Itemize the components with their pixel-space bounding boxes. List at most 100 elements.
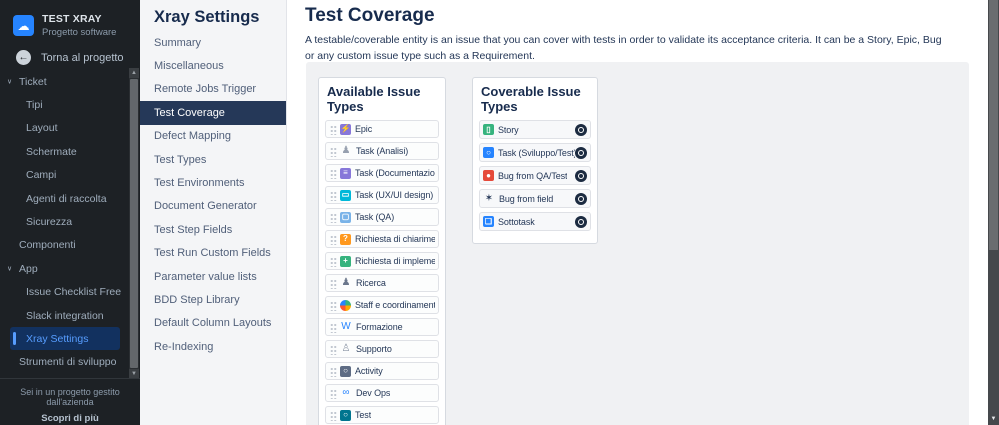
coverable-type-task-sviluppo-test[interactable]: ○ Task (Sviluppo/Test) [479,143,591,162]
page-scrollbar[interactable]: ▼ [988,0,999,425]
settings-item-label: Test Step Fields [154,223,233,236]
issue-type-epic[interactable]: ⚡ Epic [325,120,439,138]
drag-handle-icon[interactable] [330,321,337,333]
drag-handle-icon[interactable] [330,409,337,421]
issue-type-label: Task (Documentazione) [355,168,435,178]
issue-type-staff-e-coordinamento[interactable]: Staff e coordinamento [325,296,439,314]
settings-item-label: Parameter value lists [154,270,257,283]
drag-handle-icon[interactable] [330,145,337,157]
issue-type-formazione[interactable]: W Formazione [325,318,439,336]
issue-type-task-analisi[interactable]: ♟ Task (Analisi) [325,142,439,160]
settings-item-test-run-custom-fields[interactable]: Test Run Custom Fields [140,242,286,265]
remove-dot-icon [578,149,584,156]
issue-type-label: Richiesta di chiarimen... [355,234,435,244]
settings-item-parameter-value-lists[interactable]: Parameter value lists [140,265,286,288]
drag-handle-icon[interactable] [330,277,337,289]
sidebar-item-strumenti-di-sviluppo[interactable]: Strumenti di sviluppo [0,350,128,373]
drag-handle-icon[interactable] [330,189,337,201]
issue-type-dev-ops[interactable]: ∞ Dev Ops [325,384,439,402]
drag-handle-icon[interactable] [330,343,337,355]
footer-learn-more-link[interactable]: Scopri di più [41,413,99,424]
activity-icon: ○ [340,365,351,377]
drag-handle-icon[interactable] [330,299,337,311]
settings-item-remote-jobs-trigger[interactable]: Remote Jobs Trigger [140,78,286,101]
project-header[interactable]: ☁ TEST XRAY Progetto software [13,13,116,38]
coverable-type-sottotask[interactable]: ❏ Sottotask [479,212,591,231]
bug-field-icon: ✶ [484,192,494,204]
drag-handle-icon[interactable] [330,233,337,245]
sidebar-item-issue-checklist-free[interactable]: Issue Checklist Free [0,281,128,304]
sidebar-item-campi[interactable]: Campi [0,164,128,187]
settings-item-test-environments[interactable]: Test Environments [140,171,286,194]
sidebar-item-label: Issue Checklist Free [26,286,122,299]
sidebar-item-layout[interactable]: Layout [0,117,128,140]
sidebar-scrollbar-thumb[interactable] [130,79,138,368]
task-sviluppo-test-icon: ○ [483,147,494,158]
coverable-issue-types-list: ▯ Story ○ Task (Sviluppo/Test) ● Bug from QA/… [479,120,591,231]
remove-dot-icon [578,172,584,179]
drag-handle-icon[interactable] [330,365,337,377]
coverable-type-story[interactable]: ▯ Story [479,120,591,139]
sidebar-item-componenti[interactable]: Componenti [0,234,128,257]
sidebar-item-label: Slack integration [26,309,104,322]
settings-item-label: Document Generator [154,200,257,213]
remove-button[interactable] [575,192,587,205]
cloud-icon: ☁ [17,18,30,33]
settings-item-test-coverage[interactable]: Test Coverage [140,101,286,125]
sidebar-item-tipi[interactable]: Tipi [0,93,128,116]
issue-type-task-qa[interactable]: ▢ Task (QA) [325,208,439,226]
scroll-down-icon[interactable]: ▼ [129,369,139,379]
sidebar-item-sicurezza[interactable]: Sicurezza [0,210,128,233]
sidebar-scrollbar[interactable]: ▲ ▼ [129,68,139,379]
settings-sidebar-title: Xray Settings [154,8,260,26]
settings-item-re-indexing[interactable]: Re-Indexing [140,335,286,358]
remove-button[interactable] [575,169,587,182]
chevron-down-icon: ∨ [7,265,13,273]
sidebar-item-agenti-di-raccolta[interactable]: Agenti di raccolta [0,187,128,210]
issue-type-label: Task (QA) [355,212,395,222]
issue-type-richiesta-di-impleme[interactable]: + Richiesta di impleme... [325,252,439,270]
sidebar-item-schermate[interactable]: Schermate [0,140,128,163]
settings-item-test-step-fields[interactable]: Test Step Fields [140,218,286,241]
settings-item-test-types[interactable]: Test Types [140,148,286,171]
issue-type-task-documentazione[interactable]: ≡ Task (Documentazione) [325,164,439,182]
xray-settings-sidebar: Xray Settings Summary Miscellaneous Remote… [140,0,287,425]
project-avatar: ☁ [13,15,34,36]
back-to-project-button[interactable]: ← Torna al progetto [16,50,124,65]
settings-item-miscellaneous[interactable]: Miscellaneous [140,54,286,77]
remove-button[interactable] [575,215,587,228]
sidebar-item-ticket[interactable]: ∨ Ticket [0,70,128,93]
coverable-type-bug-from-qa-test[interactable]: ● Bug from QA/Test [479,166,591,185]
issue-type-supporto[interactable]: ♙ Supporto [325,340,439,358]
settings-item-document-generator[interactable]: Document Generator [140,195,286,218]
scroll-up-icon[interactable]: ▲ [129,68,139,78]
sidebar-item-xray-settings[interactable]: Xray Settings [10,327,120,351]
sidebar-item-app[interactable]: ∨ App [0,257,128,280]
settings-item-label: Test Coverage [154,106,225,119]
sidebar-item-label: Componenti [19,239,76,252]
sidebar-item-slack-integration[interactable]: Slack integration [0,304,128,327]
page-scrollbar-thumb[interactable] [989,0,998,250]
drag-handle-icon[interactable] [330,211,337,223]
coverable-type-bug-from-field[interactable]: ✶ Bug from field [479,189,591,208]
drag-handle-icon[interactable] [330,387,337,399]
remove-button[interactable] [575,146,587,159]
issue-type-richiesta-di-chiarimen[interactable]: ? Richiesta di chiarimen... [325,230,439,248]
settings-item-label: Default Column Layouts [154,317,272,330]
issue-type-activity[interactable]: ○ Activity [325,362,439,380]
epic-icon: ⚡ [340,123,351,135]
issue-type-task-ux-ui-design[interactable]: ▭ Task (UX/UI design) [325,186,439,204]
page-scroll-down-icon[interactable]: ▼ [990,415,997,422]
drag-handle-icon[interactable] [330,167,337,179]
issue-type-label: Bug from QA/Test [498,170,568,181]
settings-item-defect-mapping[interactable]: Defect Mapping [140,125,286,148]
issue-type-ricerca[interactable]: ♟ Ricerca [325,274,439,292]
settings-item-bdd-step-library[interactable]: BDD Step Library [140,288,286,311]
drag-handle-icon[interactable] [330,255,337,267]
settings-item-summary[interactable]: Summary [140,31,286,54]
remove-button[interactable] [575,123,587,136]
drag-handle-icon[interactable] [330,123,337,135]
issue-type-test[interactable]: ○ Test [325,406,439,424]
sidebar-item-label: Agenti di raccolta [26,192,107,205]
settings-item-default-column-layouts[interactable]: Default Column Layouts [140,312,286,335]
